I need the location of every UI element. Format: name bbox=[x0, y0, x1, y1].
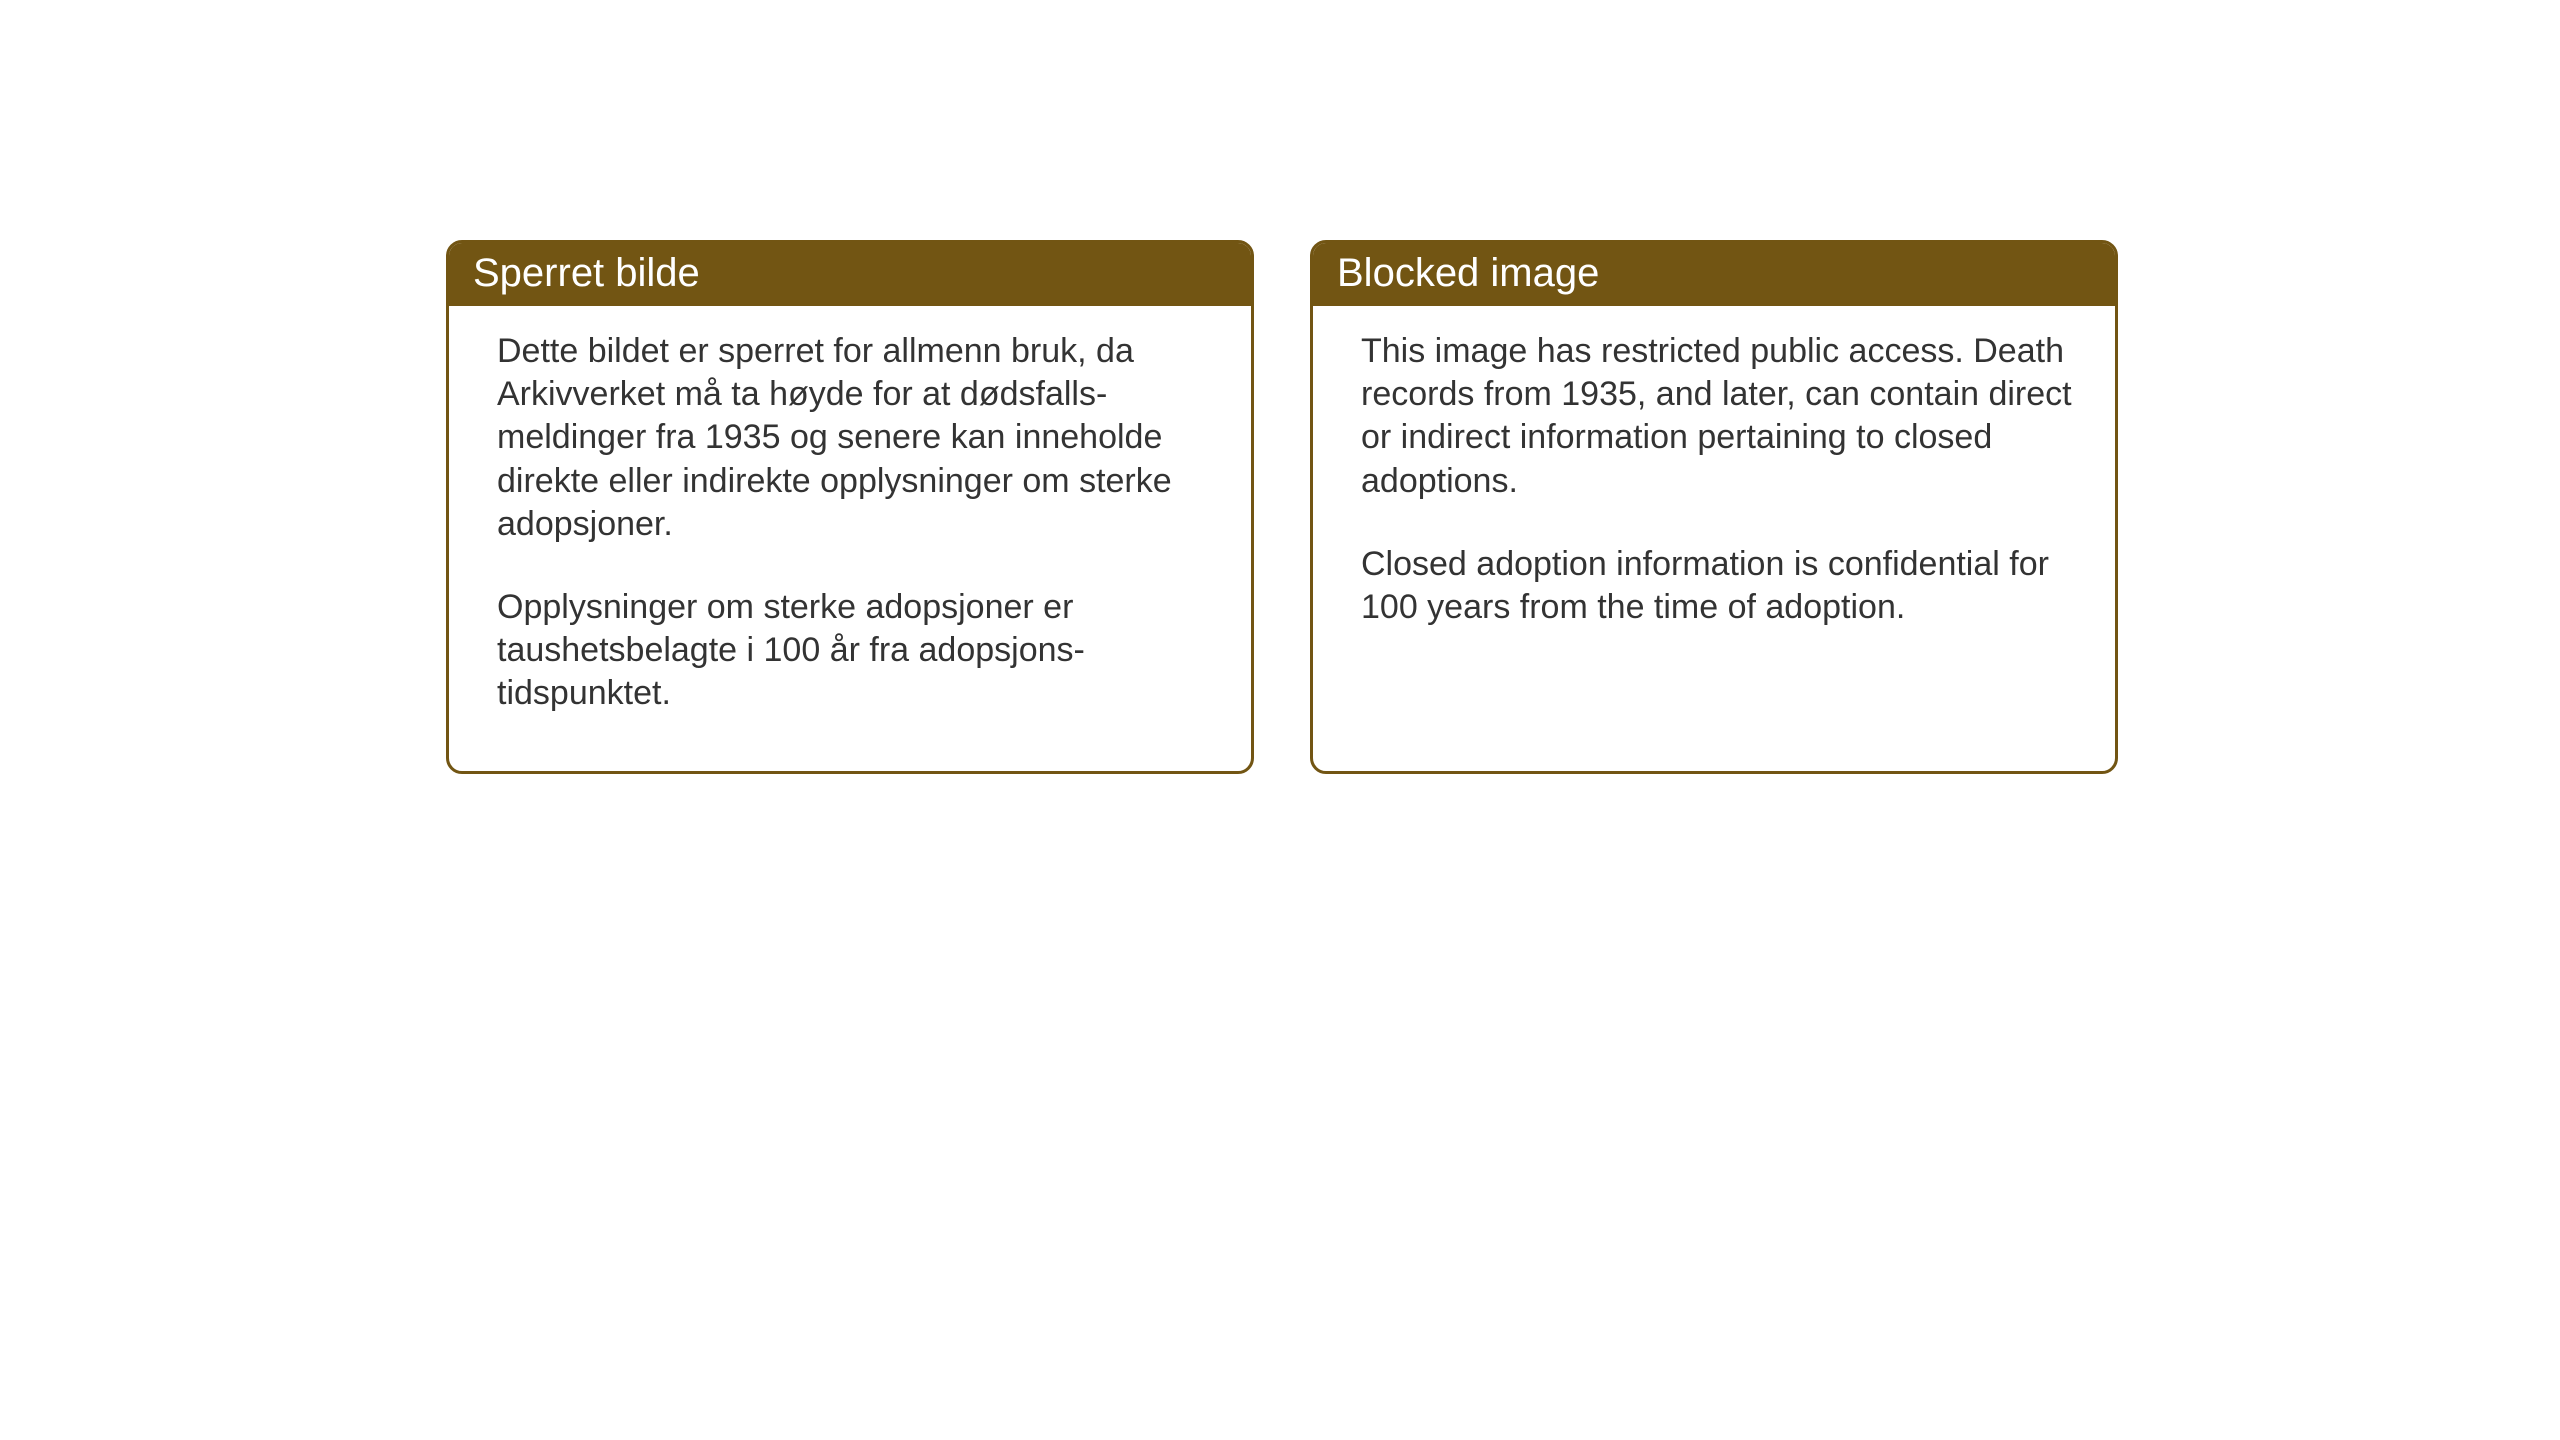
notice-cards-container: Sperret bilde Dette bildet er sperret fo… bbox=[446, 240, 2118, 774]
card-body-english: This image has restricted public access.… bbox=[1313, 306, 2115, 685]
card-paragraph-english-1: This image has restricted public access.… bbox=[1361, 330, 2075, 503]
card-title-english: Blocked image bbox=[1313, 243, 2115, 306]
card-title-norwegian: Sperret bilde bbox=[449, 243, 1251, 306]
card-body-norwegian: Dette bildet er sperret for allmenn bruk… bbox=[449, 306, 1251, 771]
notice-card-english: Blocked image This image has restricted … bbox=[1310, 240, 2118, 774]
notice-card-norwegian: Sperret bilde Dette bildet er sperret fo… bbox=[446, 240, 1254, 774]
card-paragraph-english-2: Closed adoption information is confident… bbox=[1361, 543, 2075, 629]
card-paragraph-norwegian-2: Opplysninger om sterke adopsjoner er tau… bbox=[497, 586, 1211, 716]
card-paragraph-norwegian-1: Dette bildet er sperret for allmenn bruk… bbox=[497, 330, 1211, 546]
